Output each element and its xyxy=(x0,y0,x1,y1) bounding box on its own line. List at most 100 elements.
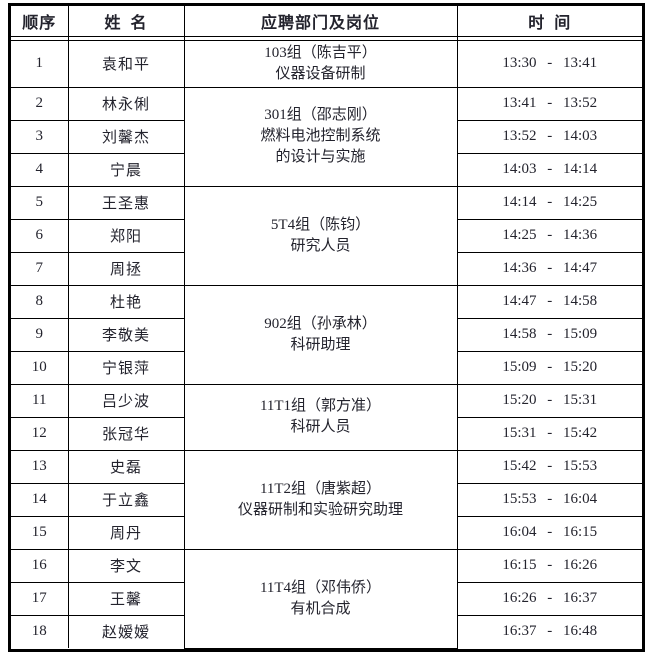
name-cell: 王圣惠 xyxy=(67,185,185,220)
dept-line: 的设计与实施 xyxy=(275,149,366,165)
table-row: 11 吕少波 11T1组（郭方准） 科研人员 15:20 - 15:31 xyxy=(11,383,642,451)
name-cell: 杜艳 xyxy=(67,284,185,319)
dept-line: 仪器研制和实验研究助理 xyxy=(237,501,403,518)
time-cell: 14:36 - 14:47 xyxy=(456,251,642,286)
time-cell: 13:30 - 13:41 xyxy=(456,39,642,88)
col-header-time: 时 间 xyxy=(456,6,642,37)
name-cell: 周拯 xyxy=(67,251,185,286)
order-cell: 1 xyxy=(11,39,69,88)
time-cell: 13:52 - 14:03 xyxy=(456,119,642,154)
time-cell: 15:31 - 15:42 xyxy=(456,416,642,451)
time-cell: 14:47 - 14:58 xyxy=(456,284,642,319)
dept-line: 11T2组（唐紫超） xyxy=(259,480,382,497)
time-cell: 15:09 - 15:20 xyxy=(456,350,642,385)
name-cell: 赵嫒嫒 xyxy=(67,614,185,648)
name-cell: 刘馨杰 xyxy=(67,119,185,154)
name-cell: 周丹 xyxy=(67,515,185,550)
header-body-gap xyxy=(11,36,642,40)
dept-line: 科研人员 xyxy=(290,419,351,435)
table-frame: 顺序 姓 名 应聘部门及岗位 时 间 1 袁和平 103组（陈吉 xyxy=(8,3,645,652)
time-cell: 16:04 - 16:15 xyxy=(456,515,642,550)
table-row: 18 赵嫒嫒 16:37 - 16:48 xyxy=(11,614,642,648)
dept-line: 11T1组（郭方准） xyxy=(259,398,382,414)
name-cell: 吕少波 xyxy=(67,383,185,418)
time-cell: 15:53 - 16:04 xyxy=(456,482,642,517)
time-cell: 15:20 - 15:31 xyxy=(456,383,642,418)
order-cell: 17 xyxy=(11,581,69,616)
col-header-order: 顺序 xyxy=(11,6,69,37)
table-row: 2 林永俐 301组（邵志刚） 燃料电池控制系统 的设计与实施 13:41 - … xyxy=(11,86,642,187)
name-cell: 郑阳 xyxy=(67,218,185,253)
name-cell: 于立鑫 xyxy=(67,482,185,517)
name-cell: 袁和平 xyxy=(67,39,185,88)
table-row: 1 袁和平 103组（陈吉平） 仪器设备研制 13:30 - 13:41 xyxy=(11,39,642,88)
dept-line: 103组（陈吉平） xyxy=(264,44,377,61)
table-row: 16 李文 11T4组（邓伟侨） 有机合成 16:15 - 16:26 xyxy=(11,548,642,649)
dept-line: 仪器设备研制 xyxy=(275,65,366,82)
order-cell: 3 xyxy=(11,119,69,154)
order-cell: 16 xyxy=(11,548,69,583)
time-cell: 14:03 - 14:14 xyxy=(456,152,642,187)
dept-line: 科研助理 xyxy=(290,336,351,353)
table-row: 15 周丹 16:04 - 16:15 xyxy=(11,515,642,550)
name-cell: 张冠华 xyxy=(67,416,185,451)
order-cell: 5 xyxy=(11,185,69,220)
name-cell: 李敬美 xyxy=(67,317,185,352)
dept-line: 燃料电池控制系统 xyxy=(260,128,381,144)
order-cell: 14 xyxy=(11,482,69,517)
dept-line: 11T4组（邓伟侨） xyxy=(259,579,382,596)
time-cell: 16:37 - 16:48 xyxy=(456,614,642,648)
interview-schedule-table: 顺序 姓 名 应聘部门及岗位 时 间 1 袁和平 103组（陈吉 xyxy=(11,6,642,649)
time-cell: 14:25 - 14:36 xyxy=(456,218,642,253)
order-cell: 7 xyxy=(11,251,69,286)
col-header-name: 姓 名 xyxy=(67,6,185,37)
name-cell: 宁晨 xyxy=(67,152,185,187)
time-cell: 15:42 - 15:53 xyxy=(456,449,642,484)
name-cell: 王馨 xyxy=(67,581,185,616)
name-cell: 宁银萍 xyxy=(67,350,185,385)
order-cell: 18 xyxy=(11,614,69,648)
dept-cell: 11T4组（邓伟侨） 有机合成 xyxy=(183,548,458,649)
table-row: 5 王圣惠 5T4组（陈钧） 研究人员 14:14 - 14:25 xyxy=(11,185,642,286)
table-row: 7 周拯 14:36 - 14:47 xyxy=(11,251,642,286)
order-cell: 15 xyxy=(11,515,69,550)
table-row: 6 郑阳 14:25 - 14:36 xyxy=(11,218,642,253)
gap-cell xyxy=(456,36,642,40)
name-cell: 史磊 xyxy=(67,449,185,484)
table-row: 14 于立鑫 15:53 - 16:04 xyxy=(11,482,642,517)
time-cell: 14:14 - 14:25 xyxy=(456,185,642,220)
table-row: 13 史磊 11T2组（唐紫超） 仪器研制和实验研究助理 15:42 - 15:… xyxy=(11,449,642,550)
name-cell: 李文 xyxy=(67,548,185,583)
dept-cell: 11T2组（唐紫超） 仪器研制和实验研究助理 xyxy=(183,449,458,550)
name-cell: 林永俐 xyxy=(67,86,185,121)
order-cell: 10 xyxy=(11,350,69,385)
order-cell: 6 xyxy=(11,218,69,253)
dept-line: 研究人员 xyxy=(290,237,351,254)
dept-line: 902组（孙承林） xyxy=(264,315,377,332)
table-row: 3 刘馨杰 13:52 - 14:03 xyxy=(11,119,642,154)
table-row: 12 张冠华 15:31 - 15:42 xyxy=(11,416,642,451)
dept-cell: 11T1组（郭方准） 科研人员 xyxy=(183,383,458,451)
header-row: 顺序 姓 名 应聘部门及岗位 时 间 xyxy=(11,6,642,37)
time-cell: 16:15 - 16:26 xyxy=(456,548,642,583)
order-cell: 8 xyxy=(11,284,69,319)
dept-line: 5T4组（陈钧） xyxy=(270,216,371,233)
dept-cell: 103组（陈吉平） 仪器设备研制 xyxy=(183,39,458,88)
order-cell: 2 xyxy=(11,86,69,121)
table-row: 9 李敬美 14:58 - 15:09 xyxy=(11,317,642,352)
dept-cell: 301组（邵志刚） 燃料电池控制系统 的设计与实施 xyxy=(183,86,458,187)
dept-line: 有机合成 xyxy=(290,600,351,617)
time-cell: 16:26 - 16:37 xyxy=(456,581,642,616)
dept-line: 301组（邵志刚） xyxy=(264,107,377,123)
dept-cell: 5T4组（陈钧） 研究人员 xyxy=(183,185,458,286)
table-row: 10 宁银萍 15:09 - 15:20 xyxy=(11,350,642,385)
time-cell: 14:58 - 15:09 xyxy=(456,317,642,352)
order-cell: 4 xyxy=(11,152,69,187)
table-row: 17 王馨 16:26 - 16:37 xyxy=(11,581,642,616)
order-cell: 9 xyxy=(11,317,69,352)
dept-cell: 902组（孙承林） 科研助理 xyxy=(183,284,458,385)
order-cell: 11 xyxy=(11,383,69,418)
time-cell: 13:41 - 13:52 xyxy=(456,86,642,121)
table-row: 8 杜艳 902组（孙承林） 科研助理 14:47 - 14:58 xyxy=(11,284,642,385)
